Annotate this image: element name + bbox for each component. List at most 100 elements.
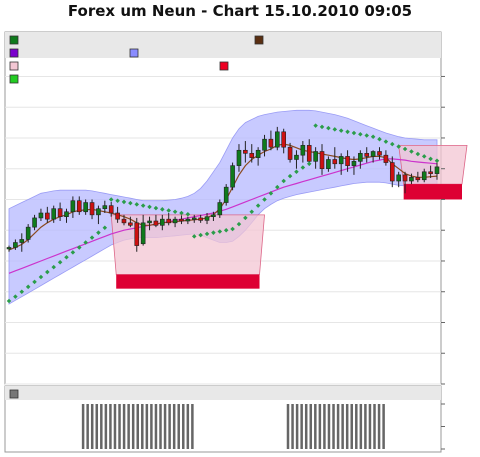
long-short-bar — [182, 404, 185, 449]
long-short-panel — [4, 385, 442, 453]
sar-dot — [83, 240, 88, 245]
candle-body — [313, 151, 318, 162]
sma20-swatch-icon — [9, 48, 19, 58]
long-short-bar — [163, 404, 167, 449]
long-short-bar — [382, 404, 385, 449]
sar-dot — [275, 184, 280, 190]
candle-body — [300, 145, 306, 156]
candle-body — [45, 212, 50, 220]
candle-body — [83, 202, 88, 213]
long-short-bar — [113, 404, 117, 449]
long-short-bar — [364, 404, 367, 449]
long-short-bar — [286, 404, 290, 449]
candle-body — [128, 222, 133, 226]
long-short-axis — [441, 403, 445, 450]
sar-dot — [351, 130, 357, 136]
sar-dot — [70, 250, 76, 255]
long-short-bar — [318, 404, 322, 449]
candle-body — [70, 200, 76, 213]
long-short-bar — [122, 404, 126, 449]
long-short-bar — [345, 404, 349, 449]
price-axis — [441, 75, 445, 385]
legend — [9, 35, 264, 84]
long-short-bar — [154, 404, 158, 449]
sar-dot — [255, 203, 261, 208]
candle-body — [147, 220, 152, 224]
candle-body — [319, 151, 325, 170]
daily-sl-region — [116, 274, 260, 289]
candle-body — [255, 149, 261, 158]
long-short-bar — [159, 404, 162, 449]
sar-dot — [96, 230, 101, 235]
long-short-bar — [304, 404, 308, 449]
candle-body — [389, 162, 395, 182]
sar-dot — [294, 169, 299, 175]
candle-body — [13, 242, 18, 248]
candle-body — [153, 220, 159, 226]
long-short-bar — [373, 404, 376, 449]
lower-legend-background — [5, 386, 441, 400]
candle-body — [185, 218, 191, 222]
candle-body — [377, 151, 382, 156]
candle-body — [287, 146, 293, 160]
long-short-bar — [341, 404, 344, 449]
candle-body — [230, 165, 235, 188]
sma5-swatch-icon — [254, 35, 264, 45]
long-short-bar — [131, 404, 135, 449]
long-short-bar — [300, 404, 303, 449]
bollinger-swatch-icon — [129, 48, 139, 58]
candle-body — [383, 154, 389, 163]
candle-body — [358, 153, 363, 162]
long-short-bar — [104, 404, 108, 449]
long-short-bar — [314, 404, 317, 449]
sar-dot — [383, 139, 389, 144]
candle-body — [89, 202, 95, 216]
candle-body — [326, 159, 331, 170]
candle-body — [434, 166, 440, 174]
sar-dot — [102, 225, 108, 231]
candle-body — [268, 138, 274, 148]
candle-body — [306, 145, 312, 162]
sar-dot — [390, 141, 395, 147]
sar-dot — [77, 245, 82, 250]
long-short-bar — [95, 404, 99, 449]
candle-body — [76, 200, 82, 213]
long-short-bars — [81, 404, 385, 449]
long-short-bar — [295, 404, 299, 449]
candle-body — [364, 153, 370, 157]
long-short-bar — [327, 404, 331, 449]
candle-body — [236, 149, 242, 166]
candle-body — [191, 217, 197, 220]
candle-body — [204, 216, 210, 221]
candle-body — [25, 226, 31, 240]
candle-body — [243, 149, 248, 154]
sar-dot — [434, 158, 440, 163]
long-short-bar — [336, 404, 340, 449]
candle-body — [421, 171, 427, 181]
sma20-line — [8, 158, 438, 274]
long-short-bar — [291, 404, 294, 449]
candle-body — [51, 208, 57, 220]
long-short-bar — [81, 404, 85, 449]
candle-body — [370, 151, 376, 157]
candle-body — [345, 156, 350, 166]
long-short-bar — [355, 404, 358, 449]
candle-body — [102, 205, 108, 209]
chart-title: Forex um Neun - Chart 15.10.2010 09:05 — [67, 2, 413, 20]
long-short-bar — [186, 404, 190, 449]
trading-region-swatch-icon — [9, 61, 19, 71]
candle-body — [172, 218, 178, 224]
sar-dot — [287, 173, 293, 179]
candle-body — [6, 247, 12, 250]
long-short-bar — [177, 404, 180, 449]
candle-body — [396, 174, 401, 182]
candle-body — [409, 177, 414, 182]
candle-body — [57, 208, 63, 217]
candle-body — [179, 218, 184, 222]
sar-dot — [115, 198, 120, 203]
sar-dot — [281, 178, 286, 184]
sar-dot — [6, 298, 12, 304]
long-short-bar — [141, 404, 144, 449]
candle-body — [428, 171, 433, 174]
